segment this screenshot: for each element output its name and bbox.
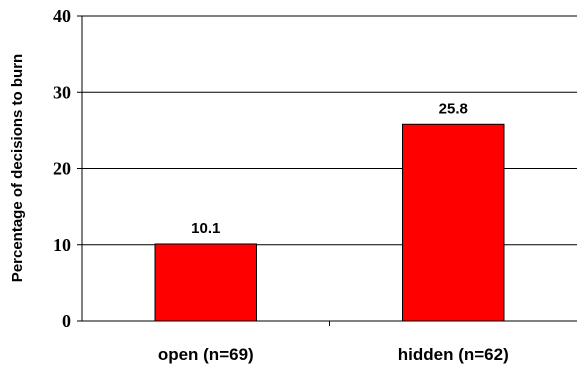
x-category-label: hidden (n=62) bbox=[398, 345, 509, 364]
y-ticks: 0 10 20 30 40 bbox=[53, 6, 82, 331]
y-tick-label: 0 bbox=[62, 311, 71, 331]
x-category-label: open (n=69) bbox=[158, 345, 254, 364]
y-tick-label: 20 bbox=[53, 159, 71, 179]
y-axis-title: Percentage of decisions to burn bbox=[9, 54, 26, 282]
y-tick-label: 40 bbox=[53, 6, 71, 26]
data-label: 25.8 bbox=[439, 100, 468, 117]
y-tick-label: 10 bbox=[53, 235, 71, 255]
bar bbox=[154, 243, 257, 322]
bar bbox=[402, 123, 505, 322]
data-labels: 10.1 25.8 bbox=[191, 100, 468, 237]
y-tick-label: 30 bbox=[53, 82, 71, 102]
data-label: 10.1 bbox=[191, 220, 220, 237]
x-ticks: open (n=69) hidden (n=62) bbox=[158, 321, 509, 364]
